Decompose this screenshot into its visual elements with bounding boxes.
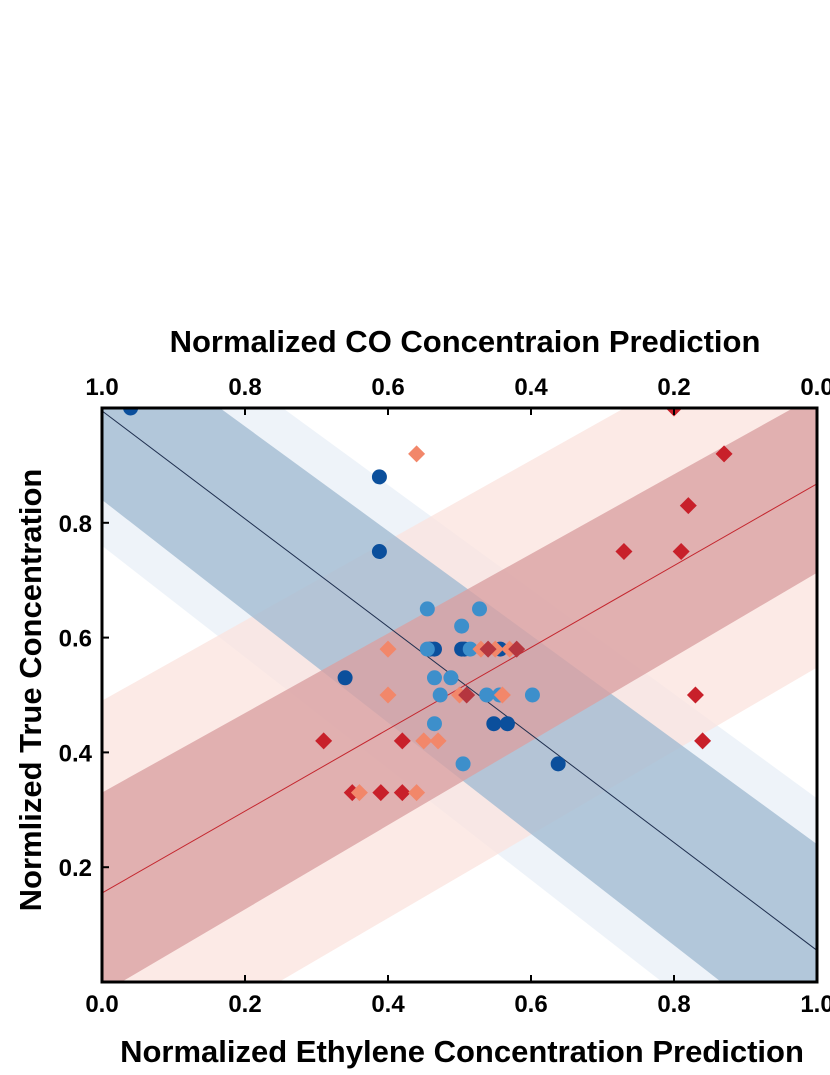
- data-points: [123, 408, 733, 802]
- data-point-circle: [472, 601, 488, 617]
- data-point-diamond: [408, 445, 426, 463]
- x-top-tick-label: 0.0: [800, 374, 830, 401]
- data-point-circle: [337, 670, 353, 686]
- x-top-tick-label: 0.4: [514, 374, 548, 401]
- x-bottom-tick-label: 0.6: [514, 991, 547, 1018]
- x-top-tick-label: 0.2: [657, 374, 690, 401]
- plot-frame: [100, 406, 819, 984]
- data-point-circle: [454, 618, 470, 634]
- x-top-tick-label: 0.8: [228, 374, 261, 401]
- data-point-circle: [371, 544, 387, 559]
- data-point-diamond: [379, 686, 397, 704]
- data-point-circle: [419, 641, 435, 657]
- data-point-diamond: [415, 732, 433, 750]
- data-point-diamond: [694, 732, 712, 750]
- data-point-circle: [419, 601, 435, 617]
- data-point-circle: [499, 716, 515, 732]
- data-point-diamond: [393, 784, 411, 802]
- y-tick-label: 0.2: [59, 855, 92, 882]
- data-point-circle: [455, 756, 471, 772]
- data-point-diamond: [493, 686, 511, 704]
- y-axis-title: Normlized True Concentration: [13, 469, 48, 912]
- y-tick-label: 0.6: [59, 626, 92, 653]
- data-point-circle: [486, 716, 502, 732]
- confidence-bands: [102, 408, 817, 982]
- data-point-diamond: [508, 640, 526, 658]
- y-tick-label: 0.4: [59, 740, 93, 767]
- data-point-diamond: [315, 732, 333, 750]
- data-point-circle: [443, 670, 459, 686]
- data-point-circle: [462, 641, 478, 657]
- data-point-circle: [550, 756, 566, 772]
- data-point-diamond: [379, 640, 397, 658]
- x-bottom-tick-label: 0.0: [85, 991, 118, 1018]
- x-bottom-tick-label: 0.4: [371, 991, 405, 1018]
- data-point-diamond: [408, 784, 426, 802]
- bottom-axis-title: Normalized Ethylene Concentration Predic…: [120, 1034, 804, 1069]
- x-bottom-tick-label: 0.2: [228, 991, 261, 1018]
- data-point-circle: [123, 408, 139, 416]
- x-bottom-tick-label: 0.8: [657, 991, 690, 1018]
- data-point-diamond: [672, 543, 690, 560]
- data-point-circle: [426, 716, 442, 732]
- top-axis-title: Normalized CO Concentraion Prediction: [170, 324, 761, 359]
- data-point-diamond: [715, 445, 733, 463]
- y-tick-label: 0.8: [59, 511, 92, 538]
- data-point-diamond: [350, 784, 368, 802]
- data-point-diamond: [615, 543, 633, 560]
- data-point-diamond: [679, 497, 697, 515]
- data-point-diamond: [686, 686, 704, 704]
- x-bottom-tick-label: 1.0: [800, 991, 830, 1018]
- data-point-circle: [426, 670, 442, 686]
- fit-line-0: [102, 410, 817, 951]
- data-point-diamond: [429, 732, 447, 750]
- data-point-diamond: [393, 732, 411, 750]
- data-point-diamond: [372, 784, 390, 802]
- data-point-circle: [524, 687, 540, 703]
- x-top-tick-label: 0.6: [371, 374, 404, 401]
- data-point-circle: [479, 687, 495, 703]
- data-point-circle: [432, 687, 448, 703]
- data-point-diamond: [458, 686, 476, 704]
- data-point-circle: [371, 469, 387, 485]
- data-point-diamond: [479, 640, 497, 658]
- axis-ticks: [101, 408, 818, 982]
- x-top-tick-label: 1.0: [85, 374, 118, 401]
- axis-tick-labels: 0.0 0.2 0.4 0.6 0.8 1.0 1.0 0.8 0.6 0.4 0.2 0.0 0.2 0…: [59, 374, 830, 1018]
